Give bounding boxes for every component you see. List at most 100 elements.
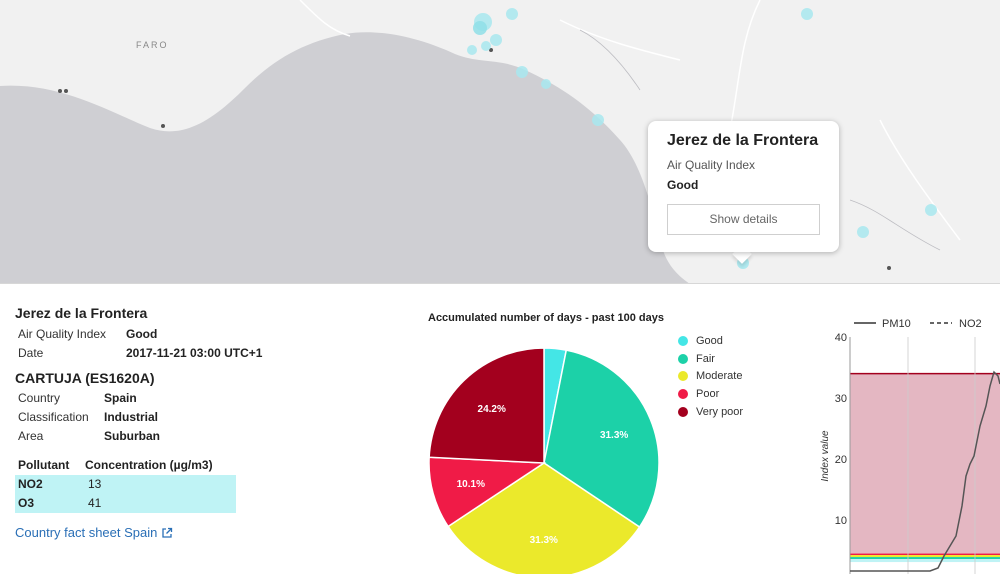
city-title: Jerez de la Frontera: [15, 305, 148, 321]
pollutant-name: O3: [18, 496, 35, 510]
legend-label: Poor: [696, 388, 720, 401]
station-marker: [506, 8, 518, 20]
concentration-header: Concentration (µg/m3): [85, 458, 213, 472]
popup-title: Jerez de la Frontera: [667, 132, 819, 149]
legend-item[interactable]: Poor: [678, 385, 743, 403]
legend-label: Moderate: [696, 370, 743, 383]
table-row: NO2 13: [15, 475, 236, 494]
pie-data-label: 31.3%: [600, 430, 628, 441]
station-marker: [925, 204, 937, 216]
legend-label: Fair: [696, 352, 715, 365]
station-marker: [801, 8, 813, 20]
y-tick-label: 30: [835, 393, 847, 405]
city-dot: [58, 89, 62, 93]
station-marker: [541, 79, 551, 89]
legend-swatch: [678, 335, 688, 346]
map-canvas[interactable]: [0, 0, 1000, 284]
legend-item[interactable]: Fair: [678, 350, 743, 368]
series-line-pm10: [850, 370, 1000, 572]
moderate-threshold: [850, 555, 1000, 558]
legend-swatch: [678, 389, 688, 400]
pollutant-header: Pollutant: [18, 458, 70, 472]
map-place-label: FARO: [136, 40, 169, 50]
country-row: Country Spain: [15, 389, 315, 408]
index-line-chart: 10 20 30 40 Index value PM10 NO2: [820, 318, 1000, 574]
area-value: Suburban: [104, 429, 160, 443]
legend-swatch: [678, 407, 688, 418]
date-label: Date: [18, 346, 44, 360]
map[interactable]: FARO: [0, 0, 1000, 284]
pie-data-label: 10.1%: [457, 479, 485, 490]
pie-slice-moderate[interactable]: [447, 462, 641, 574]
road: [729, 0, 761, 131]
station-marker: [592, 114, 604, 126]
country-fact-sheet-link[interactable]: Country fact sheet Spain: [15, 525, 315, 540]
pie-data-label: 24.2%: [478, 404, 506, 415]
legend-item[interactable]: Very poor: [678, 403, 743, 421]
city-dot: [64, 89, 68, 93]
river: [849, 199, 941, 251]
pie-slice-very-poor[interactable]: [428, 347, 545, 464]
classification-value: Industrial: [104, 410, 159, 424]
y-tick-label: 20: [835, 454, 847, 466]
date-row: Date 2017-11-21 03:00 UTC+1: [15, 344, 315, 363]
station-marker: [473, 21, 487, 35]
very-poor-band: [850, 373, 1000, 554]
legend-item[interactable]: Good: [678, 332, 743, 350]
external-link-icon: [162, 527, 173, 538]
city-dot: [887, 266, 891, 270]
pollutant-table: Pollutant Concentration (µg/m3) NO2 13 O…: [15, 456, 236, 513]
popup-index-value: Good: [667, 178, 699, 192]
legend-label: Good: [696, 334, 723, 347]
aqi-value: Good: [126, 327, 158, 341]
pollutant-name: NO2: [18, 477, 43, 491]
legend-label: Very poor: [696, 406, 744, 419]
station-name: CARTUJA (ES1620A): [15, 370, 155, 386]
popup-index-label: Air Quality Index: [667, 158, 756, 172]
y-axis-label: Index value: [820, 430, 831, 482]
pollutant-table-header: Pollutant Concentration (µg/m3): [15, 456, 236, 475]
good-band: [850, 559, 1000, 563]
y-tick-label: 40: [835, 332, 847, 344]
y-tick-label: 10: [835, 515, 847, 527]
legend-swatch: [678, 353, 688, 364]
station-marker: [857, 226, 869, 238]
poor-threshold: [850, 553, 1000, 556]
classification-label: Classification: [18, 410, 89, 424]
road: [879, 119, 961, 241]
country-label: Country: [18, 391, 61, 405]
station-marker: [490, 34, 502, 46]
station-marker: [467, 45, 477, 55]
sea-area: [0, 32, 689, 283]
station-marker: [516, 66, 528, 78]
city-dot: [161, 124, 165, 128]
fair-threshold: [850, 557, 1000, 560]
pie-legend: Good Fair Moderate Poor Very poor: [678, 332, 743, 421]
pollutant-value: 13: [88, 477, 102, 491]
pie-slice-poor[interactable]: [428, 456, 547, 528]
classification-row: Classification Industrial: [15, 408, 315, 427]
river: [579, 29, 641, 91]
pollutant-value: 41: [88, 496, 102, 510]
legend-item[interactable]: Moderate: [678, 368, 743, 386]
station-marker: [481, 41, 491, 51]
date-value: 2017-11-21 03:00 UTC+1: [126, 346, 263, 360]
road: [559, 19, 681, 61]
road: [299, 0, 351, 37]
station-info-panel: Jerez de la Frontera Air Quality Index G…: [15, 305, 315, 540]
legend-swatch: [678, 371, 688, 382]
fact-sheet-link-text[interactable]: Country fact sheet Spain: [15, 525, 158, 540]
station-popup: Jerez de la Frontera Air Quality Index G…: [648, 121, 839, 252]
legend-label-pm10: PM10: [882, 318, 911, 330]
area-label: Area: [18, 429, 44, 443]
pie-chart: 31.3% 31.3% 10.1% 24.2%: [428, 347, 660, 574]
table-row: O3 41: [15, 494, 236, 513]
show-details-button[interactable]: Show details: [667, 204, 820, 235]
area-row: Area Suburban: [15, 427, 315, 446]
legend-label-no2: NO2: [959, 318, 982, 330]
pie-slice-fair[interactable]: [543, 349, 660, 529]
aqi-row: Air Quality Index Good: [15, 325, 315, 344]
aqi-label: Air Quality Index: [18, 327, 107, 341]
country-value: Spain: [104, 391, 137, 405]
